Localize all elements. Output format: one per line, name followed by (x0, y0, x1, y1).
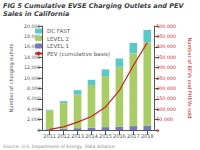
svg-text:2018: 2018 (141, 133, 154, 139)
svg-text:16,000: 16,000 (23, 44, 41, 50)
svg-text:8,000: 8,000 (27, 86, 41, 91)
svg-text:18,000: 18,000 (23, 33, 41, 39)
svg-text:50,000: 50,000 (156, 117, 173, 122)
svg-text:10,000: 10,000 (24, 76, 41, 81)
svg-text:2011: 2011 (43, 133, 56, 139)
svg-text:2017: 2017 (127, 133, 140, 139)
svg-text:400,000: 400,000 (156, 44, 176, 49)
svg-text:Source: U.S. Department of Ene: Source: U.S. Department of Energy, Data … (3, 144, 115, 149)
svg-text:2012: 2012 (57, 133, 70, 139)
svg-text:6,000: 6,000 (27, 96, 41, 101)
svg-text:DC FAST: DC FAST (47, 28, 71, 34)
svg-text:2013: 2013 (71, 133, 84, 139)
svg-text:Number of charging outlets: Number of charging outlets (8, 43, 15, 112)
svg-text:2,000: 2,000 (27, 117, 41, 122)
svg-text:20,000: 20,000 (24, 24, 41, 29)
svg-text:300,000: 300,000 (156, 65, 176, 70)
svg-text:2014: 2014 (85, 133, 98, 139)
svg-text:0: 0 (38, 128, 41, 133)
svg-text:500,000: 500,000 (156, 24, 176, 29)
svg-text:150,000: 150,000 (156, 96, 176, 101)
svg-text:200,000: 200,000 (156, 86, 176, 91)
svg-text:LEVEL 1: LEVEL 1 (47, 43, 69, 49)
svg-text:LEVEL 2: LEVEL 2 (47, 36, 69, 42)
svg-text:250,000: 250,000 (156, 76, 176, 81)
svg-text:100,000: 100,000 (156, 107, 176, 112)
svg-text:2016: 2016 (113, 133, 126, 139)
svg-text:$: $ (156, 128, 159, 133)
svg-text:FIG 5 Cumulative EVSE Charging: FIG 5 Cumulative EVSE Charging Outlets a… (3, 2, 186, 10)
svg-text:450,000: 450,000 (156, 34, 176, 39)
svg-text:350,000: 350,000 (156, 55, 176, 60)
svg-text:12,000: 12,000 (24, 65, 41, 70)
svg-text:PEV (cumulative basis): PEV (cumulative basis) (47, 51, 110, 57)
svg-text:Sales in California: Sales in California (3, 10, 69, 18)
svg-text:Number of BEVs and PHEVs sold: Number of BEVs and PHEVs sold (187, 37, 193, 118)
svg-text:2015: 2015 (99, 133, 112, 139)
svg-text:14,000: 14,000 (23, 54, 41, 60)
svg-text:4,000: 4,000 (27, 107, 41, 112)
